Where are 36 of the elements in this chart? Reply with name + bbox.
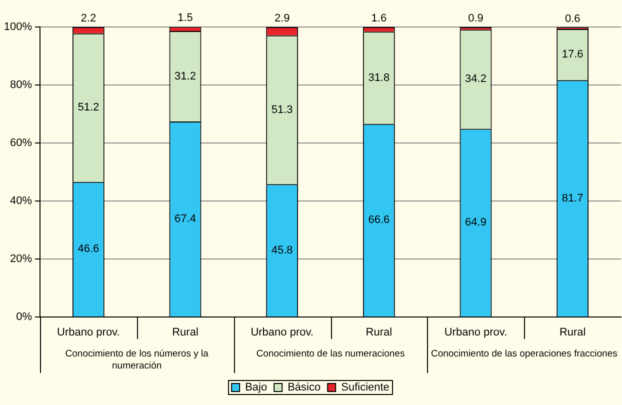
y-tick-label: 100% (4, 21, 32, 34)
y-tick-label: 0% (16, 311, 32, 324)
x-tick-label: Urbano prov. (444, 326, 508, 339)
text: Conocimiento de las operaciones fracciones (430, 348, 618, 360)
data-label: 46.6 (78, 243, 100, 256)
data-label: 31.2 (174, 70, 196, 82)
legend-label: Bajo (245, 382, 268, 394)
data-label: 34.2 (465, 73, 486, 86)
data-label: 1.6 (371, 12, 387, 25)
x-tick-label: Rural (366, 326, 392, 339)
data-label: 51.3 (271, 104, 293, 116)
y-tick-label: 60% (10, 137, 32, 150)
data-label: 31.8 (368, 72, 390, 84)
y-tick-label: 80% (10, 79, 32, 92)
y-tick-label: 20% (10, 253, 32, 266)
data-label: 0.9 (468, 12, 484, 25)
data-label: 67.4 (174, 213, 196, 226)
legend-label: Básico (288, 382, 321, 394)
data-label: 51.2 (78, 102, 100, 114)
data-label: 81.7 (562, 192, 584, 204)
data-label: 1.5 (178, 12, 193, 24)
data-label: 2.2 (80, 12, 96, 25)
text: Conocimiento de las numeraciones (256, 348, 405, 360)
x-tick-label: Urbano prov. (57, 326, 120, 339)
legend-label: Suficiente (341, 382, 390, 394)
data-label: 0.6 (564, 12, 580, 25)
data-label: 17.6 (562, 48, 584, 61)
x-tick-label: Rural (172, 326, 198, 339)
data-label: 45.8 (271, 244, 293, 256)
data-label: 2.9 (274, 12, 290, 25)
x-tick-label: Urbano prov. (250, 326, 314, 339)
text: Conocimiento de los números y la numeración (65, 348, 210, 372)
data-label: 64.9 (465, 216, 486, 229)
y-tick-label: 40% (10, 195, 32, 208)
data-label: 66.6 (368, 214, 390, 226)
x-tick-label: Rural (559, 326, 586, 339)
